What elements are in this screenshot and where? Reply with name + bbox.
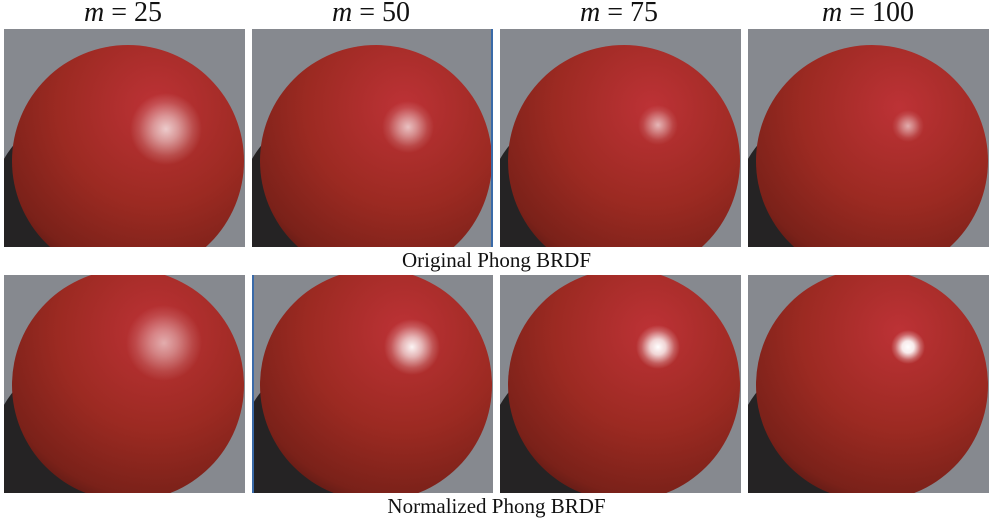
sphere-render-normalized-m25 [4,275,245,493]
column-header-value: 50 [382,0,411,28]
column-header-m100: m = 100 [748,0,988,30]
sphere-render-original-m50 [252,29,493,247]
column-header-symbol: m [83,0,105,28]
column-header-value: 25 [134,0,163,28]
column-header-relation: = [600,0,631,28]
sphere-render-normalized-m100 [748,275,989,493]
column-header-m25: m = 25 [3,0,243,30]
sphere-render-normalized-m75 [500,275,741,493]
column-header-relation: = [842,0,873,28]
column-header-m75: m = 75 [499,0,739,30]
column-header-symbol: m [821,0,843,28]
column-header-value: 100 [872,0,915,28]
sphere-render-original-m75 [500,29,741,247]
column-header-value: 75 [630,0,659,28]
column-header-m50: m = 50 [251,0,491,30]
column-header-symbol: m [331,0,353,28]
sphere-render-normalized-m50 [252,275,493,493]
row-caption-original: Original Phong BRDF [401,248,592,272]
sphere-render-original-m25 [4,29,245,247]
row-caption-normalized: Normalized Phong BRDF [387,494,606,518]
column-header-symbol: m [579,0,601,28]
sphere-render-original-m100 [748,29,989,247]
column-header-relation: = [352,0,383,28]
column-header-relation: = [104,0,135,28]
